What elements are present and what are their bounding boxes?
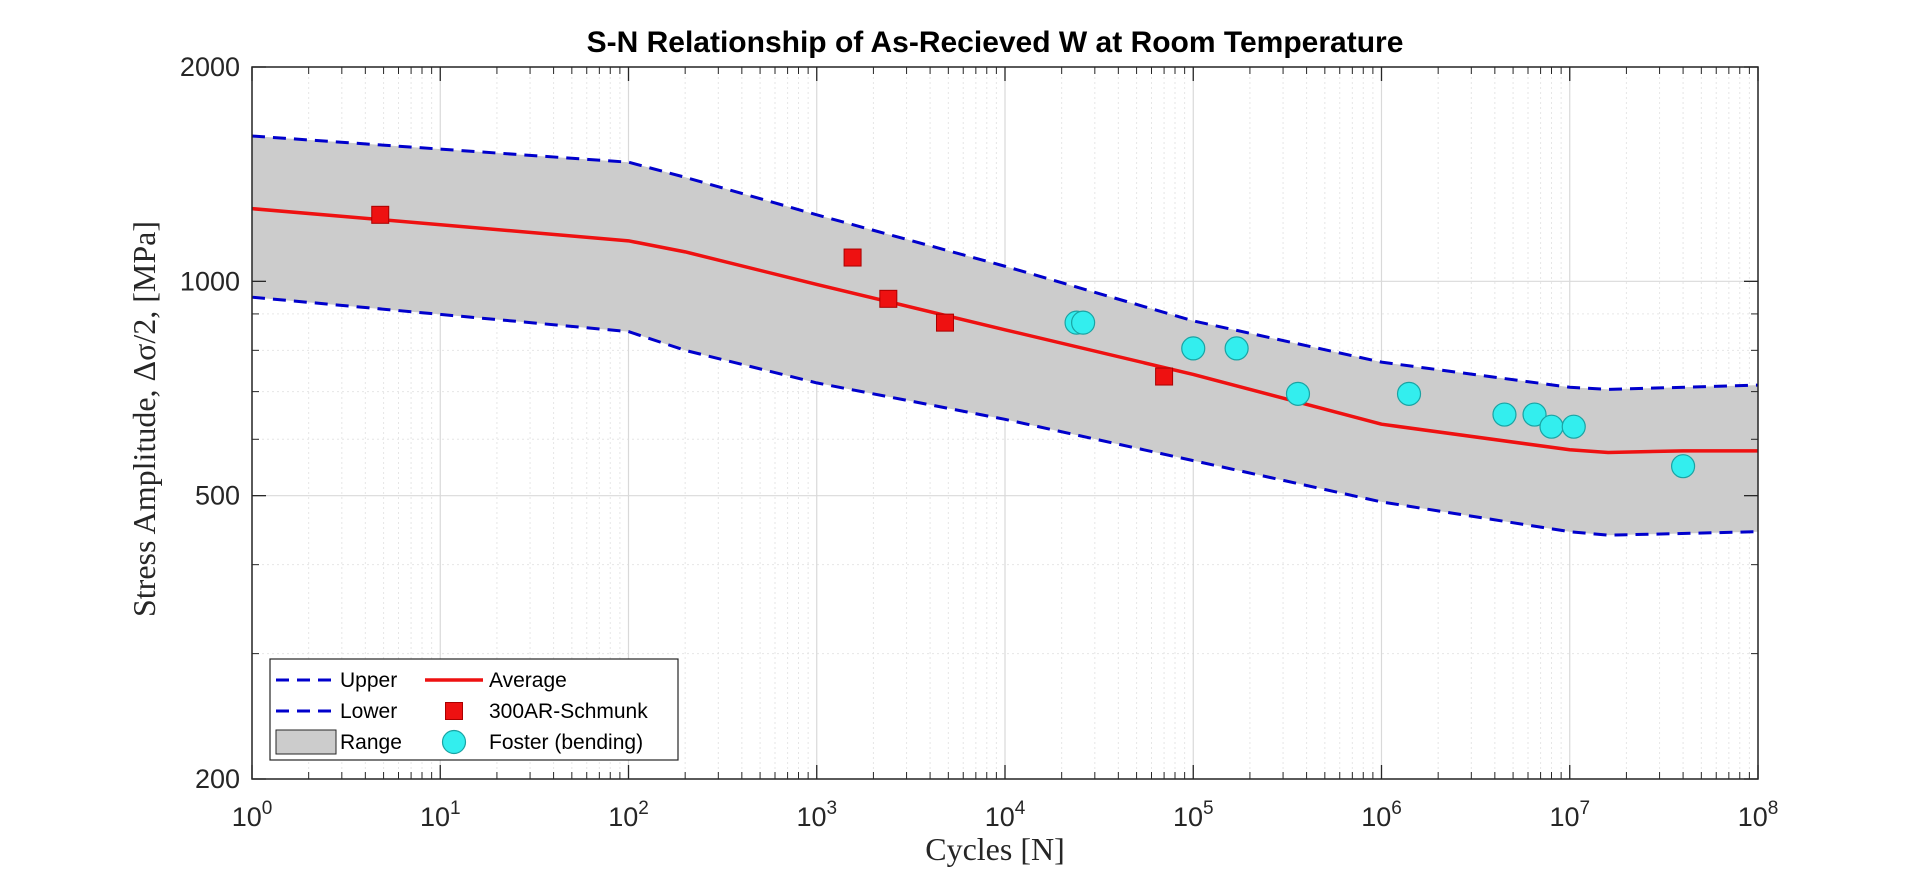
foster-bending--point bbox=[1539, 414, 1564, 439]
foster-bending--point bbox=[1181, 336, 1206, 361]
x-tick-label: 103 bbox=[796, 798, 837, 832]
300ar-schmunk-point bbox=[371, 205, 390, 224]
foster-bending--point bbox=[1224, 336, 1249, 361]
x-tick-label: 101 bbox=[420, 798, 461, 832]
300ar-schmunk-point bbox=[879, 289, 898, 308]
axes-frame bbox=[251, 66, 1759, 780]
lower-line bbox=[251, 295, 1759, 537]
marker-layer bbox=[371, 205, 1696, 479]
x-axis-label: Cycles [N] bbox=[925, 831, 1065, 867]
x-tick-label: 107 bbox=[1549, 798, 1590, 832]
x-tick-labels: 100 101 102 103 104 105 106 107 108 bbox=[232, 798, 1779, 832]
foster-bending--point bbox=[1492, 402, 1517, 427]
x-tick-label: 108 bbox=[1738, 798, 1779, 832]
chart-title: S-N Relationship of As-Recieved W at Roo… bbox=[587, 26, 1404, 59]
upper-line bbox=[251, 134, 1759, 391]
y-tick-label: 200 bbox=[195, 764, 240, 794]
x-tick-label: 105 bbox=[1173, 798, 1214, 832]
line-layer bbox=[251, 134, 1759, 537]
300ar-schmunk-point bbox=[935, 313, 954, 332]
legend-label-upper: Upper bbox=[340, 669, 397, 692]
foster-bending--point bbox=[1071, 310, 1096, 335]
range-band-layer bbox=[252, 136, 1758, 536]
foster-bending--point bbox=[1561, 414, 1586, 439]
legend-label-300ar-schmunk: 300AR-Schmunk bbox=[489, 700, 648, 723]
legend-swatch-foster-bending- bbox=[441, 729, 467, 755]
y-tick-labels: 200 500 1000 2000 bbox=[180, 52, 240, 794]
foster-bending--point bbox=[1522, 402, 1547, 427]
legend-swatch-range bbox=[275, 729, 337, 755]
range-band bbox=[252, 136, 1758, 536]
x-tick-label: 100 bbox=[232, 798, 273, 832]
foster-bending--point bbox=[1670, 454, 1696, 479]
y-tick-label: 1000 bbox=[180, 266, 240, 296]
legend-label-range: Range bbox=[340, 731, 402, 754]
300ar-schmunk-point bbox=[1155, 367, 1174, 386]
legend-label-average: Average bbox=[489, 669, 567, 692]
x-tick-label: 106 bbox=[1361, 798, 1402, 832]
legend-box bbox=[269, 658, 679, 761]
y-tick-label: 500 bbox=[195, 481, 240, 511]
average-line bbox=[251, 206, 1758, 455]
foster-bending--point bbox=[1285, 381, 1311, 406]
legend-label-foster-bending-: Foster (bending) bbox=[489, 731, 643, 754]
legend: Upper Lower Range Average 300AR-Schmunk Foste… bbox=[269, 658, 679, 761]
y-axis-label: Stress Amplitude, Δσ/2, [MPa] bbox=[126, 221, 162, 617]
foster-bending--point bbox=[1396, 381, 1422, 406]
x-tick-label: 102 bbox=[608, 798, 649, 832]
legend-label-lower: Lower bbox=[340, 700, 397, 723]
y-tick-label: 2000 bbox=[180, 52, 240, 82]
legend-swatch-300ar-schmunk bbox=[445, 702, 463, 720]
x-tick-label: 104 bbox=[985, 798, 1026, 832]
300ar-schmunk-point bbox=[843, 248, 862, 267]
